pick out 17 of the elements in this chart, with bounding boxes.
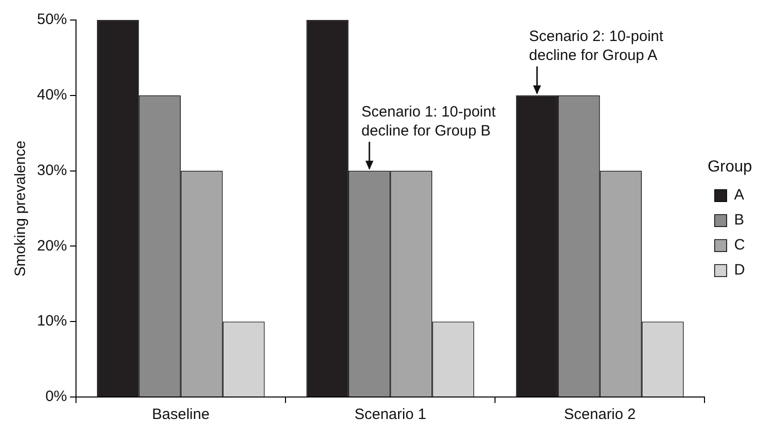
- y-tick-label: 50%: [36, 11, 68, 28]
- y-axis-title: Smoking prevalence: [12, 140, 30, 276]
- annotation: Scenario 2: 10-point decline for Group A: [529, 28, 664, 64]
- y-tick-label: 40%: [36, 86, 68, 104]
- y-tick-label: 30%: [36, 162, 68, 179]
- x-tick-label: Scenario 1: [354, 406, 426, 424]
- legend-title: Group: [708, 158, 752, 176]
- y-tick-label: 20%: [36, 237, 68, 254]
- legend-label: B: [734, 212, 744, 229]
- legend-label: D: [734, 262, 746, 279]
- y-tick-label: 10%: [36, 312, 68, 330]
- x-tick-label: Scenario 2: [564, 406, 636, 424]
- legend-label: A: [734, 186, 744, 204]
- legend-label: C: [734, 236, 746, 254]
- annotation: Scenario 1: 10-point decline for Group B: [361, 103, 496, 140]
- y-tick-label: 0%: [45, 388, 68, 406]
- x-tick-label: Baseline: [152, 406, 210, 424]
